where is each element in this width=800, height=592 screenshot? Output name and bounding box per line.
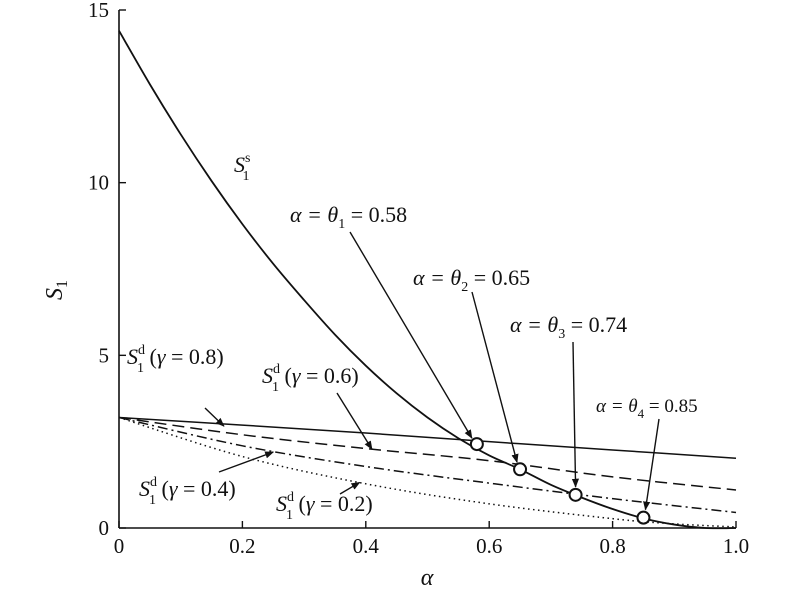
gamma06-label: Sd 1 (γ = 0.6) [262, 362, 359, 395]
axes [118, 10, 736, 529]
intersection-marker-4 [636, 510, 651, 525]
x-tick-label: 0.2 [229, 534, 255, 558]
series-gamma-0.6 [118, 416, 737, 491]
s1s-label: Ss 1 [234, 151, 250, 184]
series-gamma-0.8 [118, 416, 737, 459]
theta2-label: α = θ2 = 0.65 [413, 265, 530, 295]
arrow-gamma-0.6 [336, 392, 373, 451]
theta1-label: α = θ1 = 0.58 [290, 202, 407, 232]
intersection-marker-1 [469, 437, 484, 452]
gamma02-label: Sd 1 (γ = 0.2) [276, 490, 373, 523]
arrow-layer [204, 231, 660, 511]
gamma04-label: Sd 1 (γ = 0.4) [139, 475, 236, 508]
y-axis-title-main: S [42, 288, 68, 300]
intersection-marker-3 [568, 487, 583, 502]
x-tick-label: 0.4 [353, 534, 380, 558]
x-tick-label: 0 [114, 534, 125, 558]
gamma08-label: Sd 1 (γ = 0.8) [127, 343, 224, 376]
x-tick-label: 0.8 [599, 534, 625, 558]
marker-layer [469, 437, 651, 525]
x-tick-label: 0.6 [476, 534, 502, 558]
arrow-theta4 [643, 418, 660, 511]
x-tick-label: 1.0 [723, 534, 749, 558]
intersection-marker-2 [513, 462, 528, 477]
y-axis-title-sub: 1 [54, 280, 71, 288]
theta4-label: α = θ4 = 0.85 [596, 396, 698, 421]
y-tick-label: 10 [88, 171, 109, 195]
arrow-theta3 [571, 341, 580, 488]
y-tick-label: 15 [88, 0, 109, 22]
arrow-gamma-0.2 [339, 481, 361, 495]
arrow-theta2 [471, 291, 519, 464]
y-tick-label: 5 [99, 343, 110, 367]
y-tick-label: 0 [99, 516, 110, 540]
ticks: 0 0.2 0.4 0.6 0.8 1.0 0 5 10 15 [88, 0, 749, 558]
x-axis-title: α [421, 565, 434, 591]
arrow-gamma-0.8 [204, 407, 225, 427]
arrow-theta1 [349, 231, 473, 439]
series-gamma-0.2 [118, 416, 737, 528]
series-gamma-0.4 [118, 416, 737, 514]
series-s1s [118, 30, 737, 530]
y-axis-title: S1 [42, 280, 71, 300]
series-layer [118, 30, 737, 530]
arrow-gamma-0.4 [218, 451, 275, 473]
theta3-label: α = θ3 = 0.74 [510, 312, 627, 342]
